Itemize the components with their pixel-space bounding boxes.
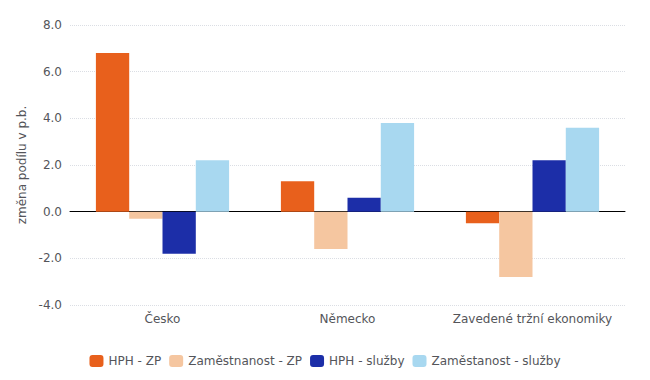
- svg-text:-4.0: -4.0: [39, 298, 62, 312]
- svg-text:Zaměstnanost - ZP: Zaměstnanost - ZP: [188, 354, 302, 368]
- svg-text:Zaměstanost - služby: Zaměstanost - služby: [432, 354, 561, 368]
- svg-text:Německo: Německo: [320, 312, 376, 326]
- svg-text:8.0: 8.0: [43, 18, 62, 32]
- svg-text:6.0: 6.0: [43, 65, 62, 79]
- svg-text:HPH - ZP: HPH - ZP: [108, 354, 161, 368]
- svg-text:Česko: Česko: [145, 311, 181, 326]
- svg-text:4.0: 4.0: [43, 111, 62, 125]
- svg-text:2.0: 2.0: [43, 158, 62, 172]
- svg-text:0.0: 0.0: [43, 205, 62, 219]
- svg-text:změna podílu v p.b.: změna podílu v p.b.: [15, 106, 29, 225]
- svg-text:-2.0: -2.0: [39, 251, 62, 265]
- svg-text:HPH - služby: HPH - služby: [329, 354, 404, 368]
- svg-text:Zavedené tržní ekonomiky: Zavedené tržní ekonomiky: [453, 312, 612, 326]
